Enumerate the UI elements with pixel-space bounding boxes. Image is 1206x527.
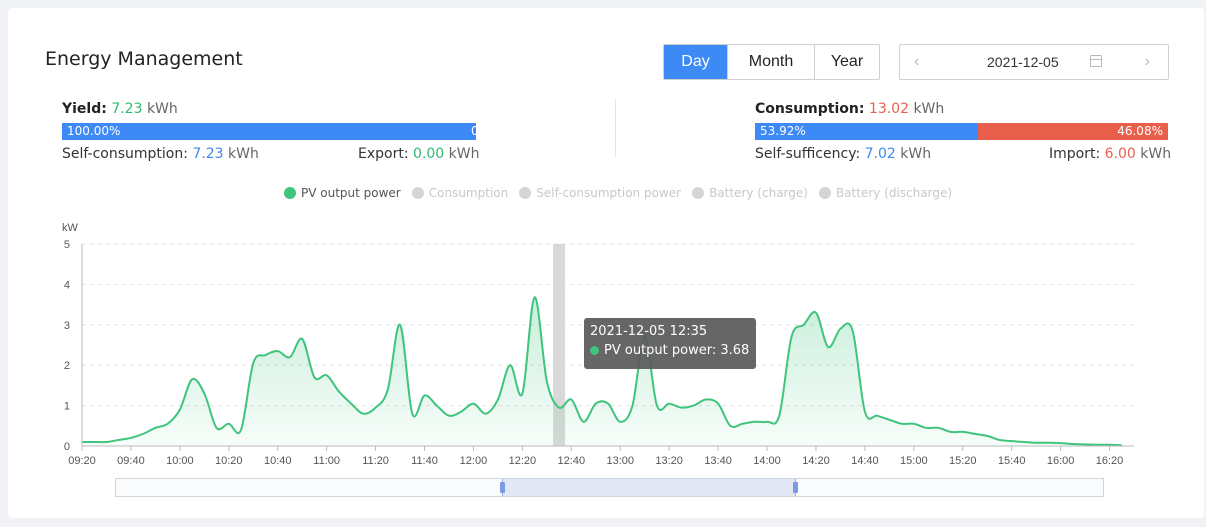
- highlight-band: [553, 244, 566, 446]
- y-tick-label: 5: [64, 239, 70, 251]
- consumption-bar-right: 46.08%: [977, 123, 1168, 140]
- yield-value: 7.23: [111, 101, 143, 117]
- legend-dot-icon: [411, 187, 424, 199]
- import-stat: Import: 6.00 kWh: [1049, 146, 1171, 162]
- x-tick-label: 10:40: [264, 455, 292, 467]
- x-tick-label: 09:40: [117, 455, 145, 467]
- self-consumption-unit: kWh: [228, 146, 259, 162]
- x-tick-label: 11:20: [362, 455, 389, 467]
- x-tick-label: 14:20: [802, 455, 830, 467]
- legend-dot-icon: [519, 187, 532, 199]
- legend-label: Battery (charge): [709, 186, 808, 200]
- self-consumption-stat: Self-consumption: 7.23 kWh: [62, 146, 259, 162]
- legend-item-self-consumption-power[interactable]: Self-consumption power: [519, 186, 681, 200]
- y-tick-label: 4: [64, 279, 70, 291]
- export-unit: kWh: [448, 146, 480, 162]
- consumption-value: 13.02: [868, 101, 909, 117]
- y-tick-label: 3: [64, 320, 70, 332]
- chart-tooltip: 2021-12-05 12:35 PV output power: 3.68: [584, 318, 756, 369]
- import-value: 6.00: [1104, 146, 1136, 162]
- legend-label: Consumption: [428, 186, 509, 200]
- self-consumption-value: 7.23: [192, 146, 224, 162]
- y-tick-label: 1: [64, 401, 70, 413]
- export-stat: Export: 0.00 kWh: [358, 146, 479, 162]
- x-tick-label: 13:00: [606, 455, 634, 467]
- legend-item-pv-output-power[interactable]: PV output power: [284, 186, 401, 200]
- divider: [615, 99, 616, 157]
- tooltip-dot-icon: [590, 346, 599, 355]
- period-tabs: Day Month Year: [663, 44, 880, 80]
- legend-label: Battery (discharge): [835, 186, 953, 200]
- date-picker[interactable]: ‹ 2021-12-05 ›: [899, 44, 1169, 80]
- legend-label: Self-consumption power: [536, 186, 682, 200]
- x-tick-label: 10:20: [215, 455, 243, 467]
- pv-area: [82, 297, 1122, 446]
- x-tick-label: 15:20: [949, 455, 977, 467]
- tab-month[interactable]: Month: [728, 45, 815, 79]
- legend-dot-icon: [692, 187, 705, 199]
- chart-legend: PV output power Consumption Self-consump…: [284, 186, 963, 200]
- x-tick-label: 11:40: [411, 455, 438, 467]
- export-value: 0.00: [413, 146, 445, 162]
- date-value[interactable]: 2021-12-05: [987, 54, 1059, 70]
- y-tick-label: 2: [64, 360, 70, 372]
- zoom-handle-right[interactable]: [793, 482, 798, 493]
- tab-year[interactable]: Year: [830, 53, 864, 70]
- tab-day[interactable]: Day: [664, 45, 728, 79]
- self-sufficiency-label: Self-sufficency:: [755, 146, 861, 162]
- legend-label: PV output power: [301, 186, 401, 200]
- consumption-summary: Consumption: 13.02 kWh: [755, 101, 944, 117]
- calendar-icon[interactable]: [1090, 55, 1102, 67]
- x-tick-label: 14:40: [851, 455, 879, 467]
- legend-dot-icon: [818, 187, 831, 199]
- x-tick-label: 15:40: [998, 455, 1026, 467]
- x-tick-label: 13:20: [655, 455, 683, 467]
- consumption-bar-left: 53.92%: [755, 123, 978, 140]
- self-sufficiency-stat: Self-sufficency: 7.02 kWh: [755, 146, 931, 162]
- x-tick-label: 14:00: [753, 455, 781, 467]
- pv-line: [81, 296, 1122, 447]
- consumption-label: Consumption:: [755, 101, 865, 117]
- x-tick-label: 16:00: [1047, 455, 1075, 467]
- legend-item-consumption[interactable]: Consumption: [411, 186, 509, 200]
- x-tick-label: 12:40: [558, 455, 586, 467]
- zoom-slider[interactable]: [115, 478, 1104, 497]
- x-tick-label: 12:00: [460, 455, 488, 467]
- x-tick-label: 10:00: [166, 455, 194, 467]
- yield-summary: Yield: 7.23 kWh: [62, 101, 178, 117]
- consumption-unit: kWh: [913, 101, 945, 117]
- y-tick-label: 0: [64, 441, 70, 453]
- yield-label: Yield:: [62, 101, 107, 117]
- x-tick-label: 11:00: [313, 455, 340, 467]
- x-tick-label: 16:20: [1096, 455, 1124, 467]
- import-unit: kWh: [1140, 146, 1172, 162]
- yield-unit: kWh: [146, 101, 178, 117]
- x-tick-label: 13:40: [704, 455, 732, 467]
- tooltip-value: PV output power: 3.68: [604, 343, 750, 358]
- self-sufficiency-unit: kWh: [900, 146, 932, 162]
- x-tick-label: 15:00: [900, 455, 928, 467]
- zoom-window[interactable]: [502, 479, 796, 496]
- chevron-left-icon[interactable]: ‹: [914, 53, 920, 70]
- x-tick-label: 12:20: [509, 455, 537, 467]
- y-axis-label: kW: [62, 222, 79, 234]
- yield-bar-left: 100.00%: [62, 123, 466, 140]
- zoom-handle-left[interactable]: [500, 482, 505, 493]
- legend-dot-icon: [284, 187, 296, 199]
- x-tick-label: 09:20: [68, 455, 96, 467]
- import-label: Import:: [1049, 146, 1101, 162]
- chevron-right-icon[interactable]: ›: [1144, 53, 1150, 70]
- legend-item-battery-charge[interactable]: Battery (charge): [692, 186, 808, 200]
- page-title: Energy Management: [45, 48, 243, 70]
- legend-item-battery-discharge[interactable]: Battery (discharge): [818, 186, 953, 200]
- self-sufficiency-value: 7.02: [864, 146, 896, 162]
- self-consumption-label: Self-consumption:: [62, 146, 188, 162]
- export-label: Export:: [358, 146, 409, 162]
- consumption-bar: 53.92% 46.08%: [755, 123, 1168, 140]
- tooltip-time: 2021-12-05 12:35: [590, 324, 708, 339]
